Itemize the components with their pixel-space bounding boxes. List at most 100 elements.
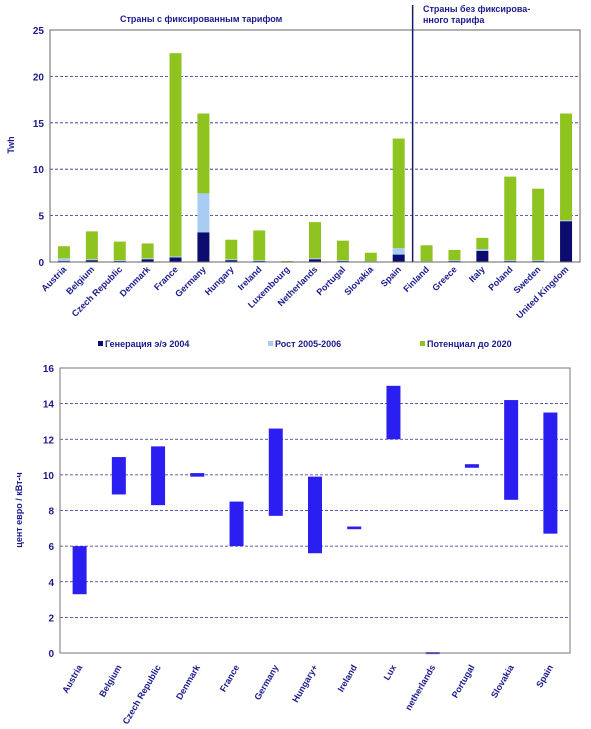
x-tick-label: Denmark	[174, 662, 202, 701]
legend-label: Потенциал до 2020	[427, 339, 512, 349]
range-bar-belgium	[111, 457, 126, 495]
bar-segment-germany-s2	[197, 113, 210, 194]
bar-segment-belgium-s0	[85, 260, 98, 262]
bar-segment-denmark-s0	[141, 259, 154, 262]
bar-segment-ireland-s2	[253, 230, 266, 261]
legend-swatch	[98, 341, 103, 346]
range-bar-slovakia	[504, 400, 519, 500]
y-tick-label: 25	[33, 26, 45, 37]
x-tick-label: Slovakia	[342, 264, 376, 298]
x-tick-label: Portugal	[450, 663, 477, 700]
bar-segment-denmark-s1	[141, 258, 154, 260]
y-tick-label: 12	[43, 435, 55, 446]
x-tick-label: Ireland	[336, 663, 359, 694]
bar-segment-sweden-s2	[532, 188, 545, 261]
bar-segment-germany-s1	[197, 193, 210, 233]
bar-segment-hungary-s0	[225, 260, 238, 262]
bar-segment-united-kingdom-s2	[560, 113, 573, 221]
section-label-fixed-tariff: Страны с фиксированным тарифом	[120, 14, 283, 24]
bar-segment-germany-s0	[197, 232, 210, 262]
bar-segment-poland-s1	[504, 260, 517, 262]
x-tick-label: Hungary+	[290, 663, 320, 704]
x-tick-label: Austria	[60, 662, 85, 695]
bar-segment-italy-s0	[476, 250, 489, 262]
range-bar-france	[229, 501, 244, 547]
bar-segment-united-kingdom-s0	[560, 221, 573, 262]
y-tick-label: 15	[33, 119, 45, 130]
range-bar-ireland	[347, 526, 362, 530]
bar-segment-italy-s2	[476, 237, 489, 250]
x-tick-label: Czech Republic	[121, 663, 163, 726]
bar-segment-belgium-s2	[85, 231, 98, 260]
plot-frame	[59, 367, 571, 654]
range-bar-portugal	[464, 464, 479, 468]
legend-swatch	[268, 341, 273, 346]
bar-segment-greece-s1	[448, 260, 461, 262]
y-tick-label: 5	[38, 212, 44, 223]
legend-swatch	[420, 341, 425, 346]
x-tick-label: United Kingdom	[514, 264, 570, 320]
bar-segment-italy-s1	[476, 249, 489, 251]
bar-segment-netherlands-s2	[309, 222, 321, 259]
y-axis-label: цент евро / кВт-ч	[14, 472, 24, 547]
bar-segment-czech-republic-s1	[113, 260, 126, 262]
x-tick-label: Denmark	[118, 264, 153, 299]
bar-segment-austria-s2	[57, 246, 70, 259]
range-bar-spain	[543, 412, 558, 534]
y-tick-label: 20	[33, 72, 45, 83]
x-tick-label: Greece	[430, 264, 459, 293]
bar-segment-slovakia-s2	[364, 252, 377, 262]
x-tick-label: Czech Republic	[70, 264, 124, 318]
section-label-no-fixed-tariff-2: нного тарифа	[423, 15, 485, 25]
x-tick-label: netherlands	[403, 663, 437, 712]
x-tick-label: Hungary	[203, 264, 236, 297]
y-tick-label: 16	[43, 364, 55, 375]
y-tick-label: 0	[48, 649, 54, 660]
bar-segment-sweden-s1	[532, 260, 545, 262]
bar-segment-austria-s1	[57, 258, 70, 262]
bar-segment-france-s1	[169, 256, 182, 258]
bar-segment-ireland-s1	[253, 260, 266, 262]
bar-segment-france-s0	[169, 257, 182, 262]
range-bar-austria	[72, 546, 87, 595]
x-tick-label: Belgium	[97, 663, 123, 699]
range-bar-germany	[268, 428, 283, 516]
bar-segment-denmark-s2	[141, 243, 154, 259]
y-tick-label: 10	[43, 471, 55, 482]
x-tick-label: France	[218, 663, 241, 694]
bar-segment-netherlands-s0	[309, 259, 321, 262]
plot-frame	[49, 29, 581, 263]
range-bar-lux	[386, 385, 401, 440]
bar-segment-greece-s2	[448, 249, 461, 261]
range-bar-czech-republic	[151, 446, 166, 506]
x-tick-label: Italy	[467, 264, 487, 284]
bar-segment-spain-s0	[392, 254, 405, 262]
bar-segment-finland-s2	[420, 245, 433, 262]
x-tick-label: Finland	[401, 264, 431, 294]
x-tick-label: Lux	[382, 663, 399, 682]
bar-segment-portugal-s1	[336, 260, 349, 262]
bar-segment-czech-republic-s2	[113, 241, 126, 261]
bar-segment-spain-s1	[392, 248, 405, 255]
bar-segment-france-s2	[169, 53, 182, 257]
x-tick-label: Spain	[379, 264, 403, 288]
y-axis-label: Twh	[6, 136, 16, 153]
bar-segment-hungary-s1	[225, 259, 238, 261]
legend-label: Рост 2005-2006	[275, 339, 341, 349]
section-label-no-fixed-tariff: Страны без фиксирова-	[423, 4, 530, 14]
x-tick-label: Germany	[252, 663, 280, 702]
y-tick-label: 6	[48, 542, 54, 553]
legend-label: Генерация э/э 2004	[105, 339, 189, 349]
y-tick-label: 0	[38, 258, 44, 269]
y-tick-label: 4	[48, 578, 54, 589]
x-tick-label: Spain	[534, 663, 555, 689]
bar-segment-netherlands-s1	[309, 258, 321, 260]
y-tick-label: 2	[48, 613, 54, 624]
x-tick-label: Germany	[173, 264, 208, 299]
x-tick-label: Portugal	[314, 264, 347, 297]
range-bar-denmark	[190, 473, 205, 477]
bar-segment-poland-s2	[504, 176, 517, 261]
bar-segment-united-kingdom-s1	[560, 220, 573, 222]
